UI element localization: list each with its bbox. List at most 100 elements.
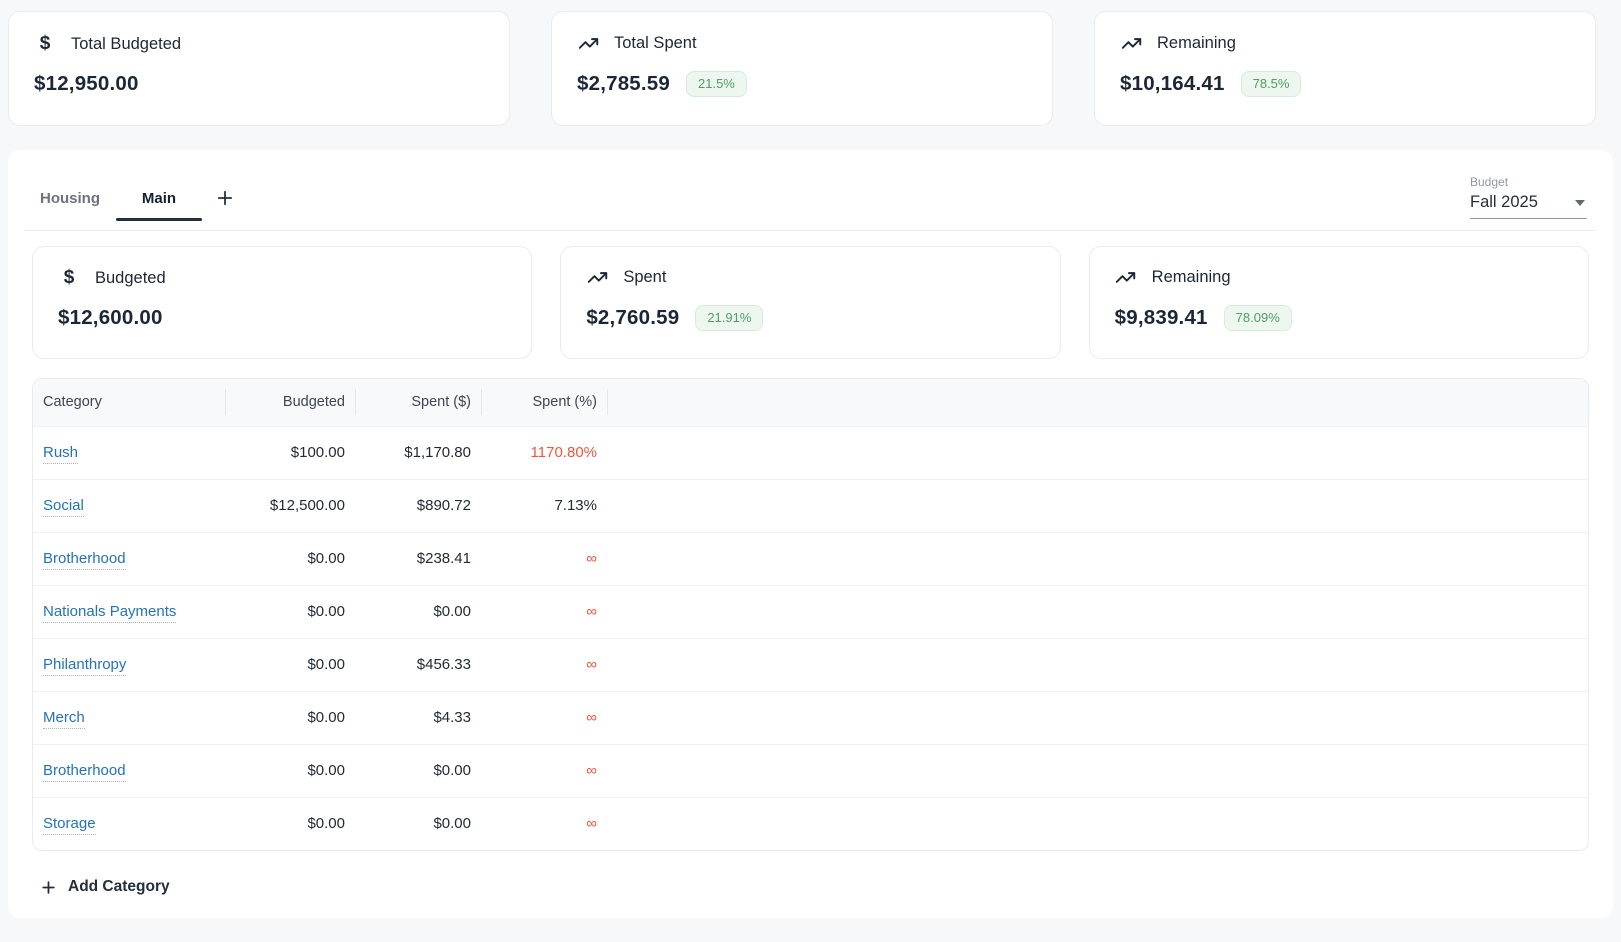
spent-cell: $0.00 (355, 584, 481, 638)
stat-card-value: $9,839.41 (1114, 305, 1208, 329)
percent-badge: 78.5% (1240, 71, 1302, 97)
budget-select[interactable]: Fall 2025 (1470, 192, 1587, 219)
table-row: Philanthropy $0.00 $456.33 ∞ (33, 637, 1588, 691)
table-row: Storage $0.00 $0.00 ∞ (33, 796, 1588, 850)
table-row: Brotherhood $0.00 $0.00 ∞ (33, 743, 1588, 797)
spent-cell: $4.33 (355, 690, 481, 744)
category-link[interactable]: Storage (43, 815, 96, 836)
add-tab-button[interactable] (202, 180, 248, 220)
stat-card-label: Total Spent (614, 34, 697, 52)
table-row: Nationals Payments $0.00 $0.00 ∞ (33, 584, 1588, 638)
spent-pct-cell: ∞ (481, 584, 607, 638)
budgeted-cell: $12,500.00 (225, 478, 355, 532)
spent-cell: $238.41 (355, 531, 481, 585)
spent-cell: $1,170.80 (355, 425, 481, 479)
trending-up-icon (1120, 33, 1142, 54)
category-table-wrap: Category Budgeted Spent ($) Spent (%) Ru… (32, 378, 1589, 851)
table-header-row: Category Budgeted Spent ($) Spent (%) (33, 379, 1588, 426)
percent-badge: 78.09% (1223, 305, 1292, 331)
table-row: Rush $100.00 $1,170.80 1170.80% (33, 425, 1588, 479)
category-link[interactable]: Nationals Payments (43, 603, 177, 623)
tab-main[interactable]: Main (116, 177, 202, 221)
plus-icon (42, 880, 55, 894)
category-link[interactable]: Philanthropy (43, 656, 127, 676)
percent-badge: 21.5% (686, 71, 747, 97)
row-filler-cell (607, 690, 1588, 744)
stat-card-label: Remaining (1157, 34, 1236, 52)
panel-header: Housing Main Budget Fall 2025 (24, 150, 1597, 231)
category-table: Category Budgeted Spent ($) Spent (%) Ru… (33, 379, 1588, 850)
stat-card-value: $12,600.00 (58, 306, 163, 329)
column-header-filler (607, 379, 1588, 426)
tab-summary-cards: $ Budgeted $12,600.00 $ Spent (32, 246, 1589, 359)
row-filler-cell (607, 637, 1588, 691)
budgeted-cell: $0.00 (225, 584, 355, 638)
budgeted-cell: $0.00 (225, 690, 355, 744)
spent-pct-cell: ∞ (481, 796, 607, 850)
plus-icon (217, 190, 233, 206)
stat-card: $ Budgeted $12,600.00 (32, 246, 533, 359)
overall-summary-cards: $ Total Budgeted $12,950.00 $ Tota (8, 11, 1596, 126)
stat-card: $ Spent $2,760.59 21.91% (560, 246, 1061, 359)
spent-pct-cell: ∞ (481, 743, 607, 797)
spent-cell: $456.33 (355, 637, 481, 691)
budgeted-cell: $0.00 (225, 531, 355, 585)
budget-tabs: Housing Main (24, 177, 248, 221)
category-link[interactable]: Brotherhood (43, 762, 126, 782)
spent-pct-cell: ∞ (481, 690, 607, 744)
stat-card: $ Total Spent $2,785.59 21.5% (551, 11, 1053, 126)
column-header-category: Category (33, 379, 225, 426)
column-header-spent-pct: Spent (%) (481, 379, 607, 426)
percent-badge: 21.91% (695, 305, 764, 331)
spent-cell: $890.72 (355, 478, 481, 532)
stat-card-label: Remaining (1151, 268, 1231, 286)
category-link[interactable]: Merch (43, 709, 85, 729)
spent-cell: $0.00 (355, 796, 481, 850)
stat-card: $ Total Budgeted $12,950.00 (8, 11, 510, 126)
spent-pct-cell: 1170.80% (481, 425, 607, 479)
row-filler-cell (607, 584, 1588, 638)
category-link[interactable]: Social (43, 497, 84, 517)
table-row: Brotherhood $0.00 $238.41 ∞ (33, 531, 1588, 585)
stat-card-value: $2,785.59 (577, 71, 670, 95)
stat-card-label: Total Budgeted (71, 34, 182, 53)
dollar-icon: $ (39, 33, 51, 54)
stat-card: $ Remaining $9,839.41 78.09% (1088, 246, 1589, 359)
trending-up-icon (577, 33, 599, 54)
category-link[interactable]: Rush (43, 444, 79, 464)
category-link[interactable]: Brotherhood (43, 550, 126, 570)
stat-card-value: $2,760.59 (586, 305, 680, 329)
spent-pct-cell: ∞ (481, 531, 607, 585)
table-row: Merch $0.00 $4.33 ∞ (33, 690, 1588, 744)
stat-card-label: Spent (623, 268, 667, 286)
table-row: Social $12,500.00 $890.72 7.13% (33, 478, 1588, 532)
column-header-spent: Spent ($) (355, 379, 481, 426)
add-category-label: Add Category (68, 878, 170, 895)
budget-select-label: Budget (1470, 175, 1509, 189)
budgeted-cell: $100.00 (225, 425, 355, 479)
budget-select-value: Fall 2025 (1470, 193, 1538, 211)
spent-pct-cell: ∞ (481, 637, 607, 691)
row-filler-cell (607, 743, 1588, 797)
stat-card: $ Remaining $10,164.41 78.5% (1094, 11, 1596, 126)
budgeted-cell: $0.00 (225, 637, 355, 691)
row-filler-cell (607, 796, 1588, 850)
budget-select-wrap: Budget Fall 2025 (1470, 175, 1587, 219)
column-header-budgeted: Budgeted (225, 379, 355, 426)
row-filler-cell (607, 425, 1588, 479)
stat-card-label: Budgeted (95, 268, 166, 287)
spent-cell: $0.00 (355, 743, 481, 797)
category-table-body: Rush $100.00 $1,170.80 1170.80% Social $… (33, 425, 1588, 850)
row-filler-cell (607, 531, 1588, 585)
spent-pct-cell: 7.13% (481, 478, 607, 532)
stat-card-value: $10,164.41 (1120, 71, 1225, 95)
stat-card-value: $12,950.00 (34, 72, 139, 95)
budgeted-cell: $0.00 (225, 743, 355, 797)
trending-up-icon (586, 267, 608, 288)
add-category-button[interactable]: Add Category (32, 872, 178, 902)
row-filler-cell (607, 478, 1588, 532)
dropdown-arrow-icon (1575, 199, 1585, 206)
budget-panel: Housing Main Budget Fall 2025 $ (8, 150, 1613, 918)
budgeted-cell: $0.00 (225, 796, 355, 850)
tab-housing[interactable]: Housing (40, 190, 100, 207)
